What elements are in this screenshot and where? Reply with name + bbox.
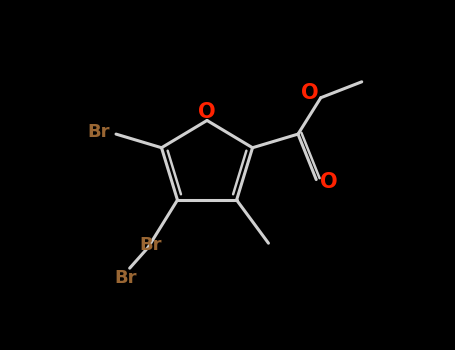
Text: Br: Br (114, 269, 136, 287)
Text: Br: Br (139, 236, 162, 253)
Text: O: O (301, 83, 318, 103)
Text: O: O (198, 102, 216, 122)
Text: Br: Br (87, 123, 110, 141)
Text: O: O (320, 172, 338, 192)
